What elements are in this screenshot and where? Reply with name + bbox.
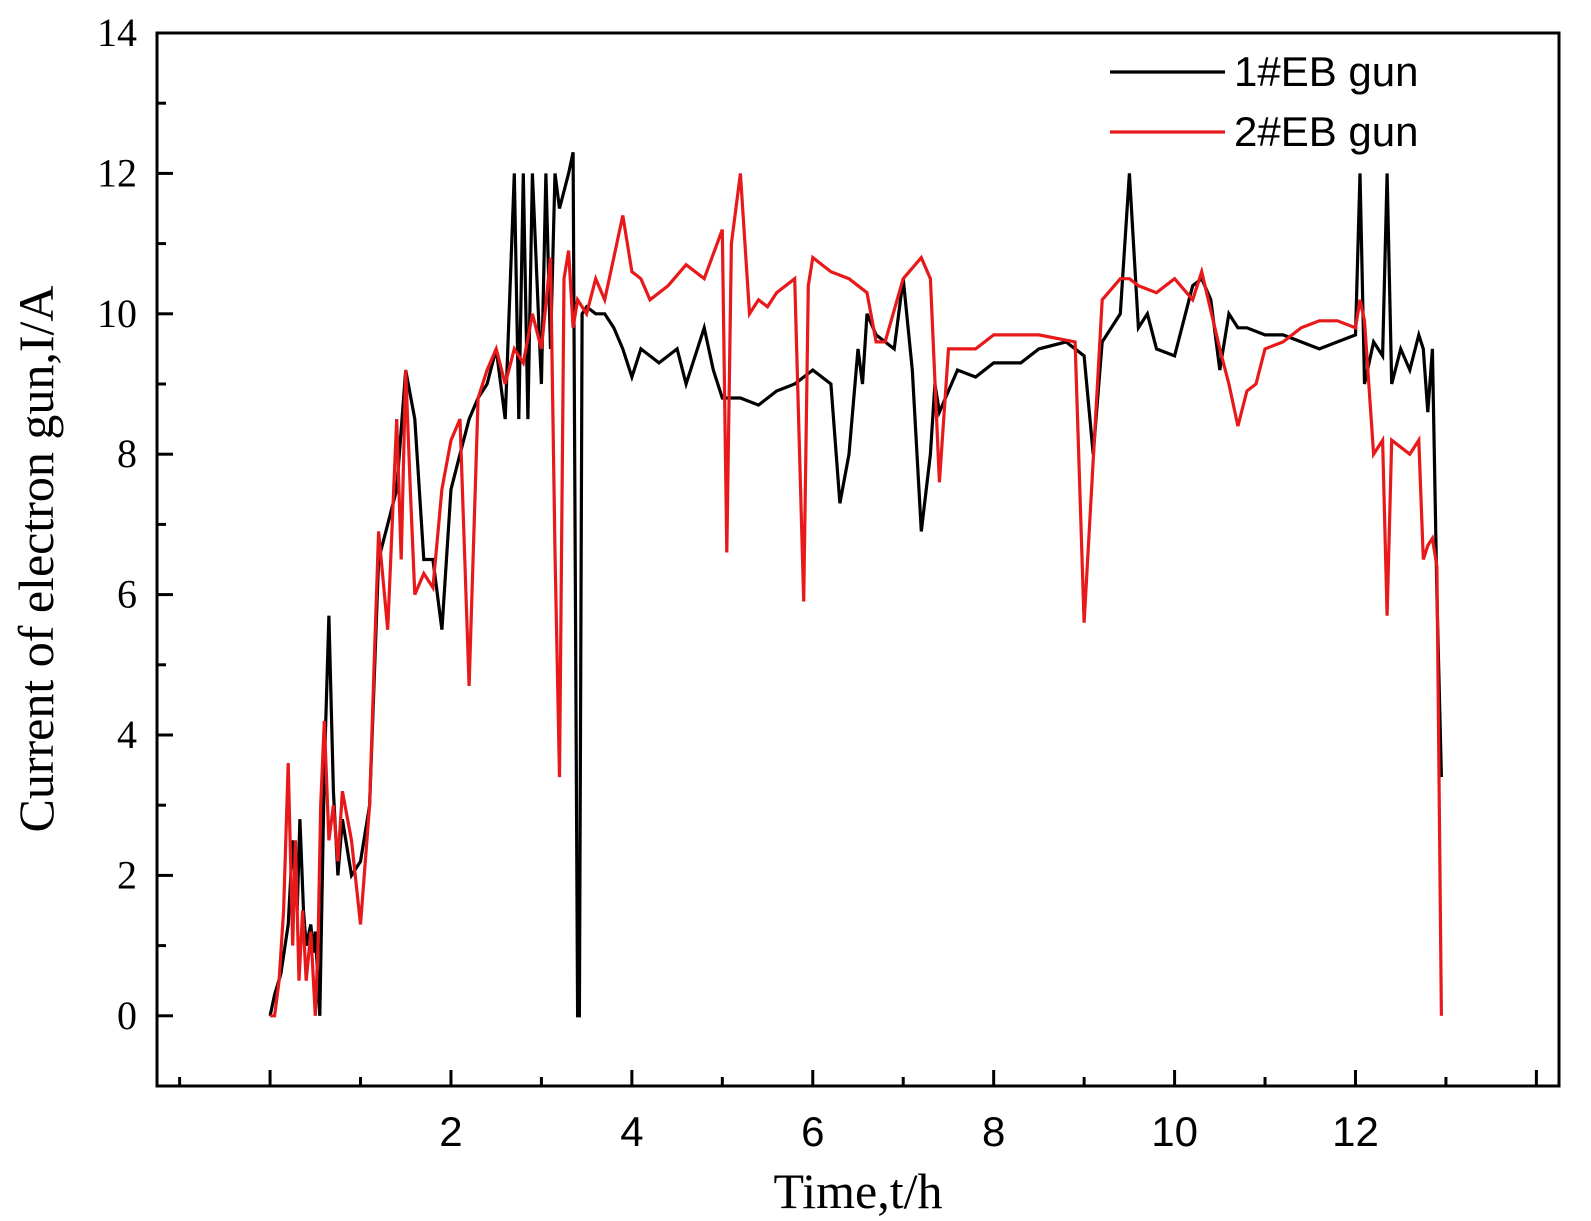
x-tick-label: 6	[801, 1108, 824, 1155]
x-tick-label: 2	[439, 1108, 462, 1155]
y-tick-label: 14	[97, 10, 137, 55]
x-tick-label: 4	[620, 1108, 643, 1155]
y-tick-label: 4	[117, 712, 137, 757]
legend-label-1: 1#EB gun	[1234, 48, 1419, 95]
y-tick-label: 2	[117, 852, 137, 897]
plot-frame	[155, 31, 1561, 1088]
series-line-1	[268, 151, 1443, 1018]
y-tick-label: 6	[117, 572, 137, 617]
y-tick-label: 0	[117, 993, 137, 1038]
x-tick-label: 8	[982, 1108, 1005, 1155]
axes: 0 2 4 6 8 10 12 14 2 4 6 8 10 12	[97, 10, 1538, 1155]
x-tick-label: 12	[1332, 1108, 1379, 1155]
y-axis-title: Current of electron gun,I/A	[8, 285, 64, 832]
x-axis-title: Time,t/h	[773, 1163, 942, 1219]
series-layer	[268, 151, 1443, 1018]
series-line-2	[270, 173, 1443, 1018]
y-tick-label: 8	[117, 431, 137, 476]
y-tick-label: 12	[97, 150, 137, 195]
legend: 1#EB gun 2#EB gun	[1110, 48, 1419, 155]
y-tick-label: 10	[97, 291, 137, 336]
x-tick-label: 10	[1151, 1108, 1198, 1155]
legend-label-2: 2#EB gun	[1234, 108, 1419, 155]
